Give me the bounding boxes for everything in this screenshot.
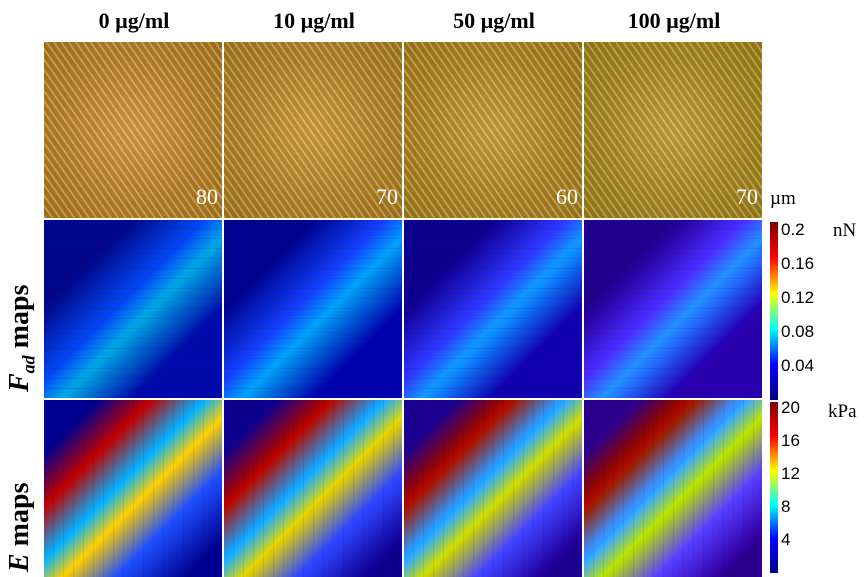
- colorbar-tick-label: 8: [781, 497, 790, 517]
- colorbar-tick-label: 16: [781, 431, 800, 451]
- colorbar: [770, 402, 778, 573]
- row-label: E maps: [4, 483, 36, 572]
- adhesion-map: [404, 220, 582, 398]
- modulus-map: [584, 400, 762, 577]
- adhesion-map: [44, 220, 222, 398]
- column-header: 50 µg/ml: [404, 8, 584, 34]
- column-header: 10 µg/ml: [224, 8, 404, 34]
- column-header: 100 µg/ml: [584, 8, 764, 34]
- colorbar-tick-label: 20: [781, 398, 800, 418]
- row-label: Fad maps: [4, 285, 40, 392]
- colorbar-tick-label: 0.08: [781, 322, 814, 342]
- colorbar-tick-label: 0.16: [781, 254, 814, 274]
- row-symbol: F: [4, 373, 35, 392]
- scale-bar-label: 70: [224, 184, 398, 210]
- scale-bar-label: 70: [584, 184, 758, 210]
- scale-bar-label: 60: [404, 184, 578, 210]
- row-subscript: ad: [19, 355, 39, 373]
- scale-unit: µm: [770, 188, 796, 210]
- colorbar-unit: kPa: [828, 401, 857, 423]
- row-suffix: maps: [4, 483, 35, 547]
- modulus-map: [224, 400, 402, 577]
- adhesion-map: [584, 220, 762, 398]
- modulus-map: [404, 400, 582, 577]
- colorbar: [770, 222, 778, 400]
- colorbar-tick-label: 4: [781, 530, 790, 550]
- colorbar-tick-label: 0.2: [781, 220, 805, 240]
- scale-bar-label: 80: [44, 184, 218, 210]
- row-symbol: E: [4, 553, 35, 572]
- colorbar-unit: nN: [833, 220, 856, 242]
- row-suffix: maps: [4, 285, 35, 349]
- adhesion-map: [224, 220, 402, 398]
- colorbar-tick-label: 0.12: [781, 288, 814, 308]
- modulus-map: [44, 400, 222, 577]
- column-header: 0 µg/ml: [44, 8, 224, 34]
- colorbar-tick-label: 0.04: [781, 356, 814, 376]
- figure: µm Fad maps E maps 0 µg/ml 80 10 µg/ml 70 50…: [0, 0, 868, 577]
- colorbar-tick-label: 12: [781, 464, 800, 484]
